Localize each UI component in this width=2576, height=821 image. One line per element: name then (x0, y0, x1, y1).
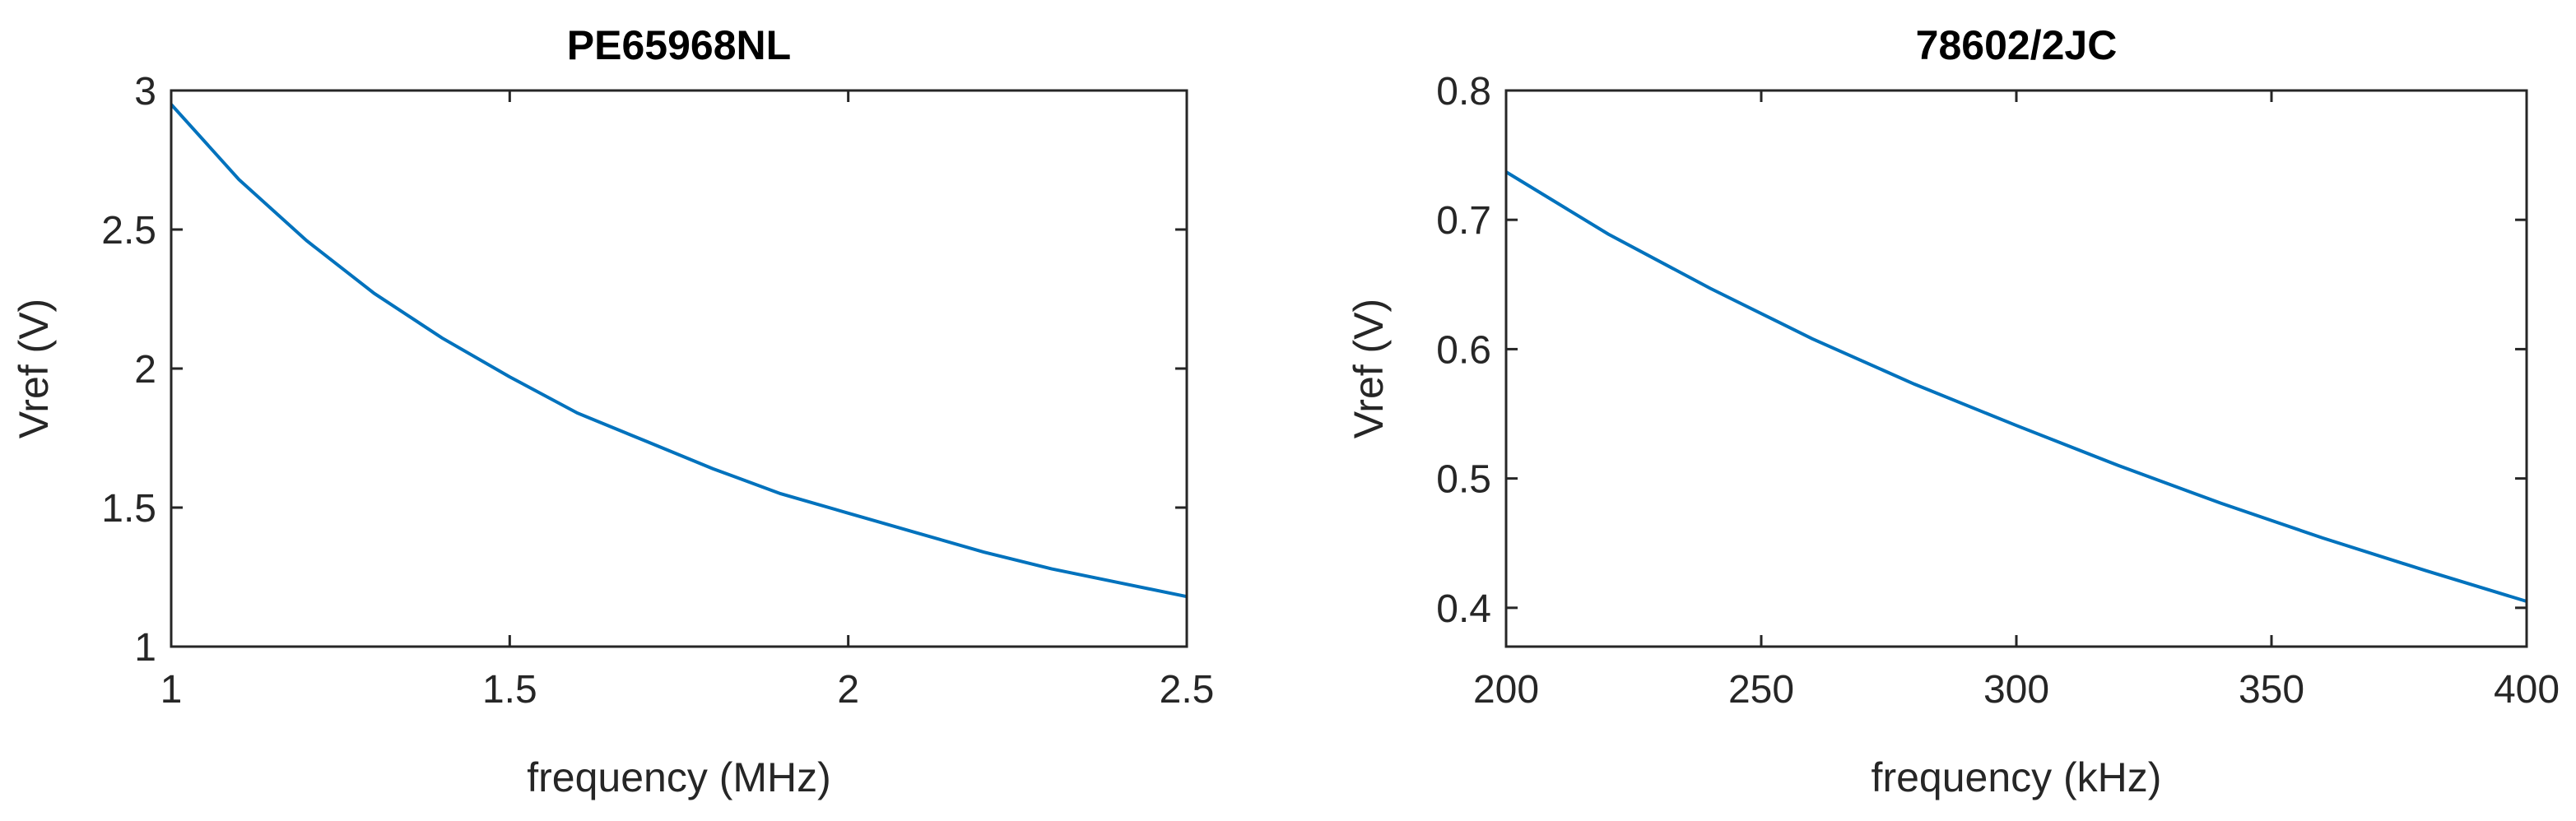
series-lines (170, 103, 1188, 599)
y-tick-label: 0.5 (1436, 458, 1491, 502)
y-axis-label: Vref (V) (1346, 299, 1392, 438)
chart-title: PE65968NL (567, 22, 791, 68)
x-tick-label: 300 (1983, 668, 2049, 712)
y-tick-label: 1 (134, 626, 156, 670)
y-tick-label: 0.7 (1436, 199, 1491, 243)
series-lines (1504, 170, 2527, 603)
y-tick-label: 2 (134, 348, 156, 392)
x-axis-label: frequency (kHz) (1872, 754, 2162, 800)
x-tick-label: 250 (1728, 668, 1794, 712)
series-line (1504, 170, 2527, 603)
x-tick-label: 1.5 (482, 668, 537, 712)
chart-title: 78602/2JC (1916, 22, 2118, 68)
y-tick-label: 2.5 (101, 209, 156, 253)
x-tick-label: 2.5 (1160, 668, 1215, 712)
x-tick-label: 400 (2494, 668, 2560, 712)
x-tick-label: 350 (2239, 668, 2304, 712)
x-tick-label: 1 (160, 668, 183, 712)
x-tick-label: 200 (1473, 668, 1539, 712)
y-tick-label: 0.4 (1436, 587, 1491, 631)
chart-panel-pe65968nl: PE65968NL frequency (MHz) Vref (V) 1 1.5 2… (11, 22, 1214, 800)
series-line (170, 103, 1188, 599)
x-tick-label: 2 (837, 668, 859, 712)
y-tick-label: 3 (134, 70, 156, 114)
y-tick-label: 0.6 (1436, 328, 1491, 372)
axis-ticks: 1 1.5 2 2.5 1 1.5 2 2.5 3 (101, 70, 1214, 712)
chart-panel-78602-2jc: 78602/2JC frequency (kHz) Vref (V) 200 25… (1346, 22, 2560, 800)
plot-frame (1504, 89, 2528, 648)
plot-frame (170, 89, 1188, 648)
axis-ticks: 200 250 300 350 400 0.4 0.5 0.6 0.7 0.8 (1436, 70, 2560, 712)
y-tick-label: 1.5 (101, 487, 156, 531)
x-axis-label: frequency (MHz) (527, 754, 831, 800)
y-axis-label: Vref (V) (11, 299, 57, 438)
y-tick-label: 0.8 (1436, 70, 1491, 114)
